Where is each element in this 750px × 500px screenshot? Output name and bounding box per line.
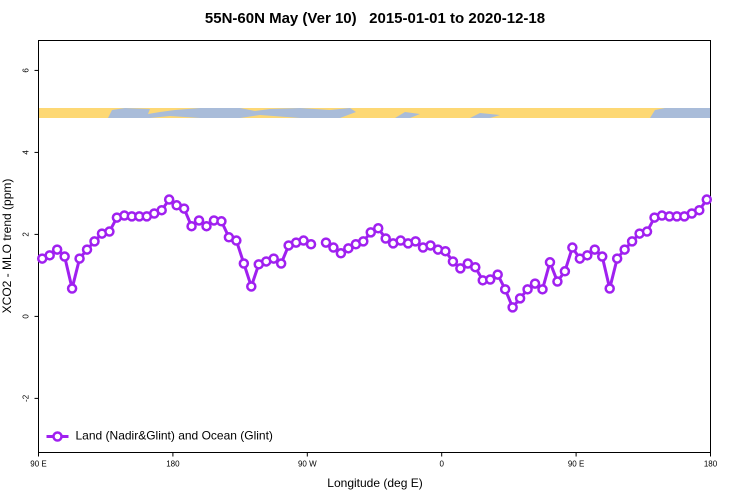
data-point xyxy=(410,236,421,247)
data-point xyxy=(529,278,541,289)
data-point xyxy=(440,245,451,257)
data-point xyxy=(320,237,332,248)
data-point xyxy=(372,223,384,234)
data-point xyxy=(201,220,212,232)
x-axis-label: Longitude (deg E) xyxy=(327,476,422,490)
data-point xyxy=(694,204,705,216)
data-point xyxy=(522,284,533,295)
data-point xyxy=(611,253,623,264)
data-point xyxy=(343,243,354,254)
data-point xyxy=(275,258,287,269)
data-point xyxy=(514,293,526,304)
data-point xyxy=(499,284,511,295)
x-tick-label: 0 xyxy=(439,460,444,469)
data-point xyxy=(425,240,436,251)
data-point xyxy=(604,283,615,294)
data-point xyxy=(470,261,481,273)
data-point xyxy=(537,284,548,295)
data-point xyxy=(59,251,70,262)
data-point xyxy=(178,203,190,214)
data-point xyxy=(567,242,578,253)
data-point xyxy=(544,257,556,268)
data-point xyxy=(238,258,250,269)
data-point xyxy=(484,274,496,285)
data-point xyxy=(619,244,630,255)
data-point xyxy=(492,269,503,280)
data-point xyxy=(104,226,115,237)
data-point xyxy=(156,204,167,216)
y-tick-label: 0 xyxy=(22,314,31,319)
y-axis-label: XCO2 - MLO trend (ppm) xyxy=(0,179,14,314)
data-point xyxy=(74,253,85,264)
data-point xyxy=(358,236,369,247)
data-point xyxy=(365,227,377,238)
data-point xyxy=(380,233,391,244)
data-point xyxy=(81,244,93,255)
data-point xyxy=(447,256,459,267)
y-tick-label: 4 xyxy=(22,150,31,155)
data-point xyxy=(66,283,78,294)
data-point xyxy=(626,236,638,247)
data-point xyxy=(507,302,518,313)
data-point xyxy=(641,226,653,237)
x-tick-label: 90 W xyxy=(298,460,317,469)
data-point xyxy=(335,248,347,259)
data-point xyxy=(163,194,175,205)
x-tick-label: 90 E xyxy=(30,460,46,469)
y-tick-label: 2 xyxy=(22,232,31,237)
x-tick-label: 180 xyxy=(166,460,180,469)
data-point xyxy=(193,215,205,226)
data-point xyxy=(231,235,242,246)
data-point xyxy=(596,251,608,262)
data-point xyxy=(216,216,227,227)
data-point xyxy=(582,250,593,261)
data-point xyxy=(186,220,197,232)
data-point xyxy=(89,236,100,247)
x-tick-label: 180 xyxy=(704,460,718,469)
data-point xyxy=(589,244,601,255)
chart-title: 55N-60N May (Ver 10) 2015-01-01 to 2020-… xyxy=(205,10,545,27)
x-tick-label: 90 E xyxy=(568,460,584,469)
data-point xyxy=(51,244,63,255)
data-point xyxy=(552,276,563,287)
legend-marker xyxy=(52,431,63,442)
data-point xyxy=(44,250,55,261)
y-tick-label: -2 xyxy=(22,394,31,402)
data-point xyxy=(305,238,317,250)
data-point xyxy=(246,281,257,292)
legend-label: Land (Nadir&Glint) and Ocean (Glint) xyxy=(76,429,273,443)
data-point xyxy=(268,253,279,264)
data-point xyxy=(455,263,466,274)
data-point xyxy=(559,266,571,277)
data-point xyxy=(701,194,713,205)
y-tick-label: 6 xyxy=(22,68,31,73)
plot-frame xyxy=(38,40,711,453)
data-point xyxy=(328,242,339,253)
map-strip xyxy=(39,108,710,118)
